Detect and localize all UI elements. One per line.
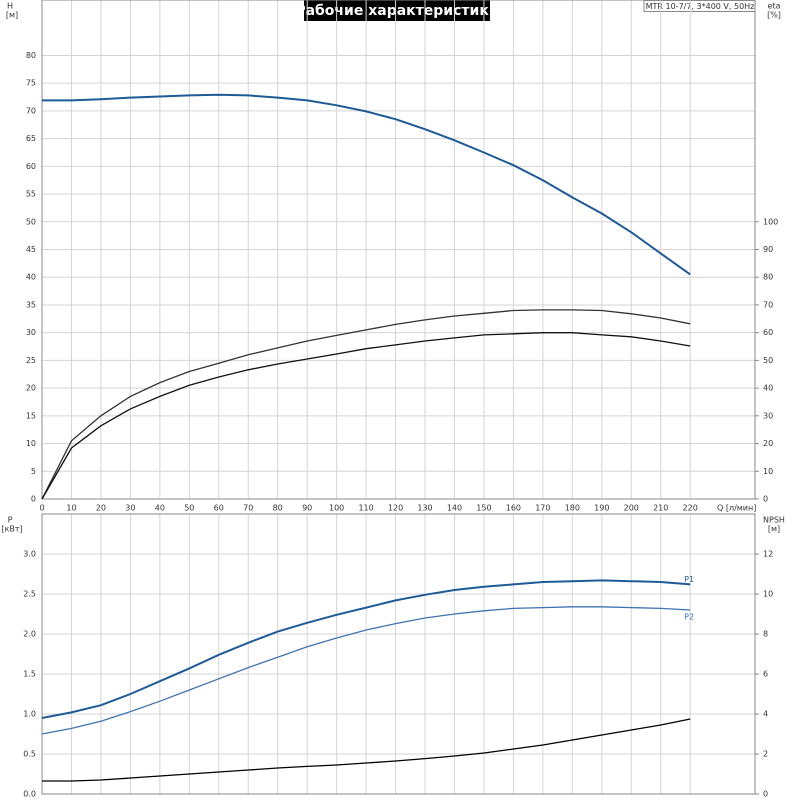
y2-tick-label: 70 (763, 300, 773, 309)
x-tick-label: 60 (214, 504, 224, 513)
y2-tick-label: 60 (763, 328, 773, 337)
y-tick-label: 2.5 (23, 590, 36, 599)
y-tick-label: 5 (31, 467, 36, 476)
y-tick-label: 10 (26, 439, 36, 448)
x-tick-label: 200 (624, 504, 639, 513)
y-tick-label: 70 (26, 106, 36, 115)
series-label: P1 (684, 575, 694, 584)
y-axis-label: P (8, 516, 13, 525)
y2-tick-label: 6 (763, 670, 768, 679)
series-line (41, 332, 691, 500)
x-tick-label: 110 (358, 504, 373, 513)
x-tick-label: 10 (66, 504, 76, 513)
series-line (42, 718, 691, 782)
y-tick-label: 3.0 (23, 550, 36, 559)
y-tick-label: 65 (26, 134, 36, 143)
x-tick-label: 0 (39, 504, 44, 513)
x-tick-label: 50 (184, 504, 194, 513)
y2-tick-label: 0 (763, 790, 768, 799)
y2-tick-label: 4 (763, 710, 768, 719)
y2-tick-label: 2 (763, 750, 768, 759)
series-line (41, 309, 691, 500)
plot-frame (41, 0, 756, 500)
y-axis-unit: [кВт] (1, 525, 22, 534)
y2-tick-label: 30 (763, 411, 773, 420)
y-tick-label: 75 (26, 79, 36, 88)
x-tick-label: 30 (125, 504, 135, 513)
y2-tick-label: 20 (763, 439, 773, 448)
title-box (304, 0, 490, 21)
y-tick-label: 60 (26, 162, 36, 171)
y-tick-label: 25 (26, 356, 36, 365)
y2-axis-unit: [м] (768, 525, 780, 534)
x-tick-label: 100 (329, 504, 344, 513)
y-tick-label: 45 (26, 245, 36, 254)
y-tick-label: 20 (26, 384, 36, 393)
y-tick-label: 55 (26, 190, 36, 199)
x-tick-label: 40 (155, 504, 165, 513)
series-line (41, 579, 691, 719)
series-line (42, 93, 691, 276)
chart-title: Рабочие характеристики (295, 3, 498, 19)
x-axis-label: Q [л/мин] (717, 504, 756, 513)
y-tick-label: 1.5 (23, 670, 36, 679)
y2-tick-label: 10 (763, 590, 773, 599)
y2-tick-label: 40 (763, 384, 773, 393)
y-tick-label: 40 (26, 273, 36, 282)
y-tick-label: 35 (26, 300, 36, 309)
x-tick-label: 220 (683, 504, 698, 513)
y-tick-label: 0 (31, 495, 36, 504)
y-axis-label: H (7, 2, 13, 11)
y2-tick-label: 50 (763, 356, 773, 365)
y2-tick-label: 12 (763, 550, 773, 559)
x-tick-label: 70 (243, 504, 253, 513)
y-tick-label: 0.0 (23, 790, 36, 799)
x-tick-label: 130 (417, 504, 432, 513)
x-tick-label: 120 (388, 504, 403, 513)
y-axis-unit: [м] (6, 11, 18, 20)
x-tick-label: 80 (273, 504, 283, 513)
y2-tick-label: 90 (763, 245, 773, 254)
y2-tick-label: 10 (763, 467, 773, 476)
y2-tick-label: 80 (763, 273, 773, 282)
y2-axis-label: eta (768, 2, 781, 11)
series-line (41, 606, 691, 735)
y-tick-label: 30 (26, 328, 36, 337)
x-tick-label: 190 (594, 504, 609, 513)
x-tick-label: 180 (565, 504, 580, 513)
y2-axis-label: NPSH (763, 516, 785, 525)
y2-axis-unit: [%] (767, 11, 781, 20)
series-label: P2 (684, 613, 694, 622)
y-tick-label: 2.0 (23, 630, 36, 639)
y-tick-label: 50 (26, 217, 36, 226)
model-label: MTR 10-7/7, 3*400 V, 50Hz (646, 2, 755, 11)
y-tick-label: 1.0 (23, 710, 36, 719)
y-tick-label: 0.5 (23, 750, 36, 759)
y-tick-label: 15 (26, 411, 36, 420)
x-tick-label: 160 (506, 504, 521, 513)
x-tick-label: 90 (302, 504, 312, 513)
x-tick-label: 150 (476, 504, 491, 513)
x-tick-label: 140 (447, 504, 462, 513)
x-tick-label: 20 (96, 504, 106, 513)
y2-tick-label: 100 (763, 217, 778, 226)
plot-frame (41, 513, 756, 795)
y2-tick-label: 8 (763, 630, 768, 639)
y-tick-label: 80 (26, 51, 36, 60)
y2-tick-label: 0 (763, 495, 768, 504)
x-tick-label: 170 (535, 504, 550, 513)
x-tick-label: 210 (653, 504, 668, 513)
